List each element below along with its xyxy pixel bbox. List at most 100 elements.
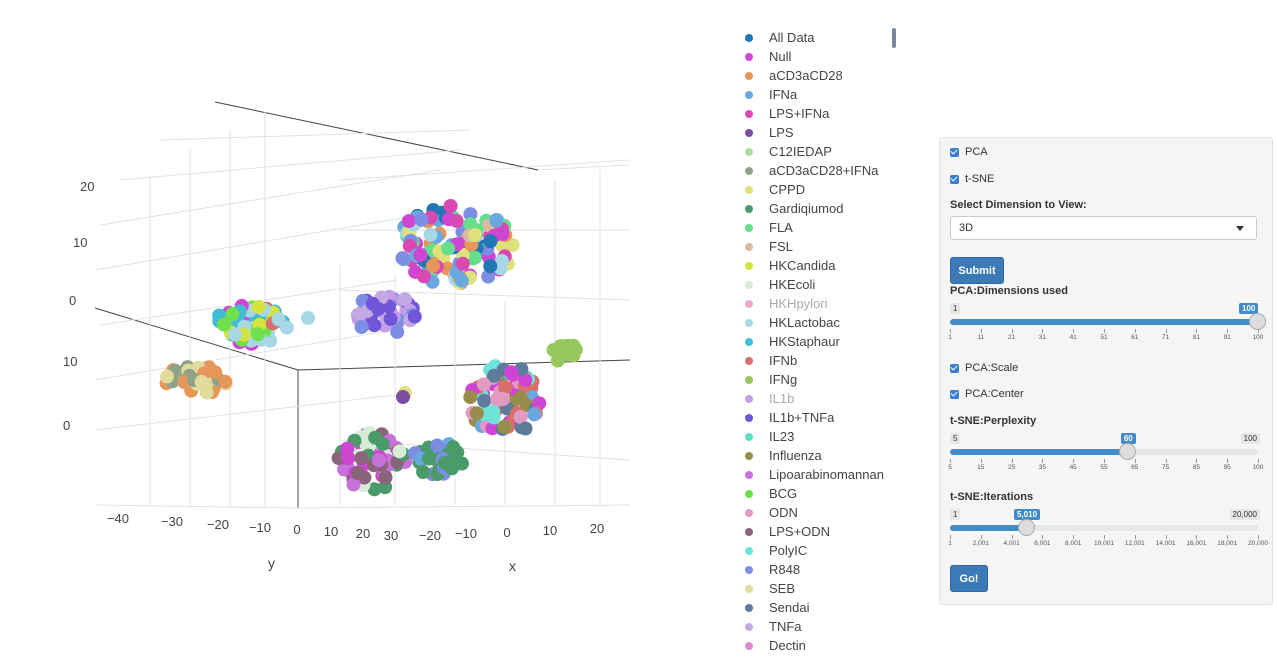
legend-item[interactable]: aCD3aCD28+IFNa: [738, 161, 903, 180]
x-axis-title: x: [509, 558, 516, 574]
data-point: [217, 317, 231, 332]
legend-marker-icon: [745, 584, 753, 593]
legend-item[interactable]: Influenza: [738, 446, 903, 465]
legend-item[interactable]: IL1b: [738, 389, 903, 408]
slider-max-label: 100: [1240, 433, 1260, 444]
slider-tick-label: 15: [977, 464, 985, 471]
slider-tick: [1196, 329, 1198, 333]
legend-marker-icon: [745, 432, 753, 441]
tsne-checkbox[interactable]: t-SNE: [950, 173, 994, 185]
legend-label: HKLactobac: [769, 315, 840, 330]
y-axis-title: y: [268, 555, 275, 571]
legend-label: PolyIC: [769, 543, 808, 558]
legend-item[interactable]: Gardiqiumod: [738, 199, 903, 218]
scatter-3d-plot[interactable]: −40 −30 −20 −10 0 10 20 30 −20 −10 0 10 20 20 10 0 10 0 y…: [0, 0, 735, 660]
legend-label: HKCandida: [769, 258, 836, 273]
slider-value-label: 100: [1239, 303, 1259, 314]
legend-marker-icon: [745, 204, 753, 213]
legend-item[interactable]: Lipoarabinomannan: [738, 465, 903, 484]
slider-tick-label: 14,001: [1155, 540, 1176, 547]
data-point: [497, 419, 512, 434]
legend-item[interactable]: HKCandida: [738, 256, 903, 275]
legend-item[interactable]: HKEcoli: [738, 275, 903, 294]
checkbox-checked-icon[interactable]: [950, 147, 959, 157]
data-point: [375, 436, 390, 451]
data-point: [383, 311, 398, 326]
slider-tick-label: 91: [1223, 334, 1231, 341]
legend-item[interactable]: HKHpylori: [738, 294, 903, 313]
legend-item[interactable]: IFNb: [738, 351, 903, 370]
legend-item[interactable]: BCG: [738, 484, 903, 503]
data-point: [443, 199, 458, 213]
pca-scale-label: PCA:Scale: [965, 362, 1019, 374]
pca-checkbox[interactable]: PCA: [950, 146, 988, 158]
legend-item[interactable]: FLA: [738, 218, 903, 237]
grid-line: [297, 359, 631, 371]
legend-item[interactable]: All Data: [738, 28, 903, 47]
submit-button[interactable]: Submit: [950, 257, 1004, 284]
slider-tick-label: 100: [1252, 334, 1264, 341]
slider-handle[interactable]: [1018, 519, 1035, 536]
legend-item[interactable]: C12IEDAP: [738, 142, 903, 161]
data-point: [527, 407, 542, 422]
slider-tick-label: 1: [948, 334, 952, 341]
legend-item[interactable]: HKLactobac: [738, 313, 903, 332]
data-point: [423, 227, 438, 242]
data-point: [354, 451, 369, 466]
legend-item[interactable]: CPPD: [738, 180, 903, 199]
pca-dimensions-slider[interactable]: 11001001112131415161718191100: [948, 303, 1266, 349]
slider-track[interactable]: [950, 443, 1258, 460]
legend-item[interactable]: LPS: [738, 123, 903, 142]
data-point: [430, 438, 445, 453]
legend-item[interactable]: IFNg: [738, 370, 903, 389]
data-point: [417, 269, 431, 284]
legend-item[interactable]: IFNa: [738, 85, 903, 104]
legend-item[interactable]: Dectin: [738, 636, 903, 655]
checkbox-checked-icon[interactable]: [950, 363, 959, 373]
iterations-slider[interactable]: 1 20,000 5,010 1 2,001 4,001 6,001 8,001 10,001 1…: [948, 509, 1268, 555]
legend-item[interactable]: SEB: [738, 579, 903, 598]
data-point: [340, 441, 355, 456]
data-point: [160, 369, 174, 384]
data-point: [346, 477, 361, 492]
slider-tick-label: 81: [1192, 334, 1201, 341]
legend-scrollbar[interactable]: [892, 28, 896, 48]
legend-item[interactable]: PolyIC: [738, 541, 903, 560]
legend-item[interactable]: FSL: [738, 237, 903, 256]
slider-tick: [1073, 535, 1075, 539]
tick-label: 10: [543, 523, 557, 538]
pca-center-checkbox[interactable]: PCA:Center: [950, 388, 1024, 400]
legend-marker-icon: [745, 413, 753, 422]
legend-item[interactable]: ODN: [738, 503, 903, 522]
slider-tick: [1258, 329, 1259, 333]
slider-handle[interactable]: [1119, 443, 1137, 460]
checkbox-checked-icon[interactable]: [950, 174, 959, 184]
slider-track[interactable]: [950, 313, 1266, 330]
legend-item[interactable]: LPS+ODN: [738, 522, 903, 541]
legend-marker-icon: [745, 261, 753, 270]
legend-marker-icon: [745, 565, 753, 574]
checkbox-checked-icon[interactable]: [950, 389, 959, 399]
dimension-select[interactable]: 3D: [950, 216, 1257, 240]
slider-track[interactable]: [950, 519, 1258, 536]
data-point: [398, 292, 413, 307]
go-button[interactable]: Go!: [950, 565, 988, 592]
legend-item[interactable]: LPS+IFNa: [738, 104, 903, 123]
legend-marker-icon: [745, 33, 753, 42]
perplexity-slider[interactable]: 5 100 60 5 15 25 35 45 55 65 75 85 95 100: [948, 433, 1263, 479]
legend-item[interactable]: Sendai: [738, 598, 903, 617]
legend-item[interactable]: R848: [738, 560, 903, 579]
legend-item[interactable]: aCD3aCD28: [738, 66, 903, 85]
legend-item[interactable]: IL1b+TNFa: [738, 408, 903, 427]
slider-handle[interactable]: [1249, 313, 1266, 330]
legend-label: Sendai: [769, 600, 810, 615]
axis-tick-labels: −40 −30 −20 −10 0 10 20 30 −20 −10 0 10 20 20 10 0 10 0: [63, 179, 604, 543]
pca-scale-checkbox[interactable]: PCA:Scale: [950, 362, 1018, 374]
legend-item[interactable]: IL23: [738, 427, 903, 446]
legend-item[interactable]: Null: [738, 47, 903, 66]
legend-item[interactable]: HKStaphaur: [738, 332, 903, 351]
legend-marker-icon: [745, 603, 753, 612]
slider-fill: [950, 525, 1027, 531]
grid-line: [94, 307, 299, 371]
legend-item[interactable]: TNFa: [738, 617, 903, 636]
